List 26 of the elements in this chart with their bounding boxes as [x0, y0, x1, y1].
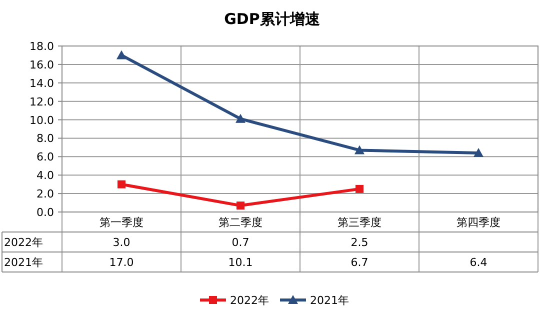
data-label: 2.5 [350, 236, 368, 249]
data-label: 3.0 [112, 236, 130, 249]
title: GDP累计增速 [224, 10, 320, 28]
ytick: 6.0 [36, 150, 54, 164]
table-series-name: 2022年 [4, 236, 43, 249]
data-label: 17.0 [109, 256, 134, 269]
data-label: 0.7 [232, 236, 250, 249]
ytick: 18.0 [30, 40, 54, 53]
data-label: 6.4 [470, 256, 488, 269]
ytick: 4.0 [36, 169, 54, 182]
ytick: 2.0 [36, 188, 54, 201]
xtick: 第四季度 [456, 216, 500, 229]
ytick: 8.0 [36, 132, 54, 146]
ytick: 16.0 [30, 58, 54, 72]
ytick: 12.0 [30, 95, 54, 108]
data-label: 6.7 [350, 256, 368, 269]
ytick: 0.0 [36, 206, 54, 219]
ytick: 10.0 [30, 114, 54, 127]
legend-label: 2021年 [310, 294, 349, 307]
legend-label: 2022年 [230, 294, 269, 307]
xtick: 第一季度 [100, 216, 144, 229]
xtick: 第三季度 [338, 216, 382, 229]
xtick: 第二季度 [218, 216, 262, 229]
data-label: 10.1 [228, 256, 253, 269]
ytick: 14.0 [30, 76, 54, 90]
table-series-name: 2021年 [4, 256, 43, 269]
